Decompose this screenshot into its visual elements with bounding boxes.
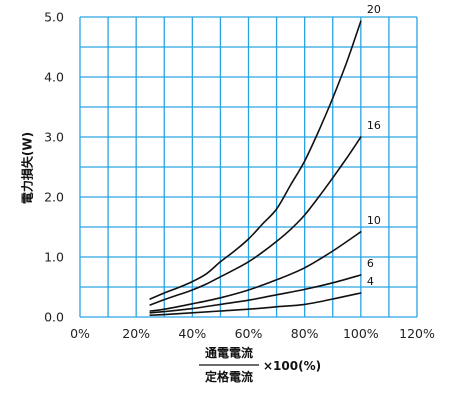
series-label-6: 6 [367,257,374,270]
y-tick-label: 1.0 [44,250,64,265]
x-tick-label: 0% [70,326,90,341]
series-line-20 [149,20,362,300]
series-label-10: 10 [367,214,381,227]
y-tick-label: 3.0 [44,130,64,145]
grid [79,16,418,318]
series-label-16: 16 [367,119,381,132]
series-lines [149,20,362,316]
x-tick-label: 80% [291,326,319,341]
series-label-4: 4 [367,275,374,288]
x-tick-label: 40% [178,326,206,341]
x-tick-label: 60% [235,326,263,341]
series-labels: 20 16 10 6 4 [367,3,381,288]
x-tick-label: 100% [343,326,379,341]
x-axis-title-numerator: 通電電流 [205,345,253,360]
y-tick-label: 5.0 [44,10,64,25]
series-line-10 [149,231,362,312]
y-tick-label: 2.0 [44,190,64,205]
y-tick-label: 4.0 [44,70,64,85]
y-axis-title: 電力損失(W) [20,132,35,204]
tick-labels: 0% 20% 40% 60% 80% 100% 120% 0.0 1.0 2.0 3.0 4.0 5.0 [44,10,435,342]
series-line-16 [149,136,362,306]
series-line-4 [149,292,362,316]
x-tick-label: 120% [399,326,435,341]
x-axis-title-suffix: ×100(%) [263,359,321,373]
x-axis-title-denominator: 定格電流 [205,369,253,384]
x-tick-label: 20% [122,326,150,341]
series-label-20: 20 [367,3,381,16]
series-line-6 [149,274,362,314]
y-tick-label: 0.0 [44,310,64,325]
x-axis-title: 通電電流 定格電流 ×100(%) [199,345,321,384]
